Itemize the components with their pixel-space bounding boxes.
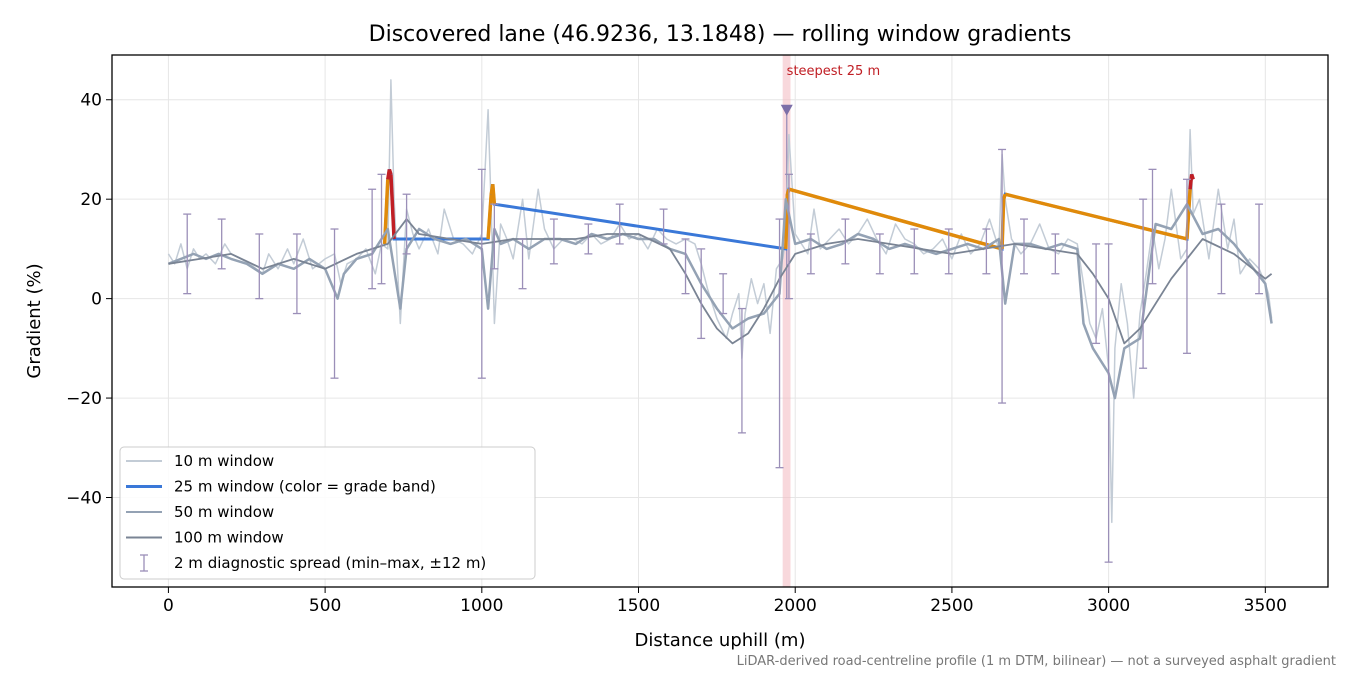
errorbar-series bbox=[183, 148, 1264, 563]
footnote: LiDAR-derived road-centreline profile (1… bbox=[737, 654, 1336, 669]
series-line bbox=[168, 218, 1273, 345]
grade-band-segment bbox=[1004, 192, 1188, 241]
legend-label: 50 m window bbox=[174, 503, 274, 521]
legend-box bbox=[119, 446, 536, 580]
x-tick-label: 3000 bbox=[1087, 596, 1130, 616]
grade-band-segment bbox=[1190, 173, 1195, 180]
x-axis-label: Distance uphill (m) bbox=[635, 630, 806, 651]
x-tick-label: 1500 bbox=[617, 596, 660, 616]
x-tick-label: 2500 bbox=[930, 596, 973, 616]
legend-label: 10 m window bbox=[174, 452, 274, 470]
x-tick-label: 1000 bbox=[460, 596, 503, 616]
legend: 10 m window 25 m window (color = grade ba… bbox=[119, 446, 536, 580]
chart-title: Discovered lane (46.9236, 13.1848) — rol… bbox=[369, 22, 1072, 47]
grid-lines bbox=[112, 55, 1328, 587]
y-tick-label: 20 bbox=[80, 190, 102, 210]
x-tick-label: 3500 bbox=[1244, 596, 1287, 616]
grade-band-segment bbox=[491, 184, 497, 205]
legend-label: 2 m diagnostic spread (min–max, ±12 m) bbox=[174, 554, 486, 572]
x-tick-label: 500 bbox=[309, 596, 341, 616]
series-line bbox=[167, 197, 1273, 400]
y-tick-label: −40 bbox=[66, 489, 102, 509]
grade-band-segment bbox=[389, 174, 396, 240]
grade-band-segment bbox=[1001, 193, 1007, 200]
legend-label: 100 m window bbox=[174, 529, 284, 547]
legend-label: 25 m window (color = grade band) bbox=[174, 478, 436, 496]
steepest-band bbox=[782, 55, 791, 587]
y-tick-label: −20 bbox=[66, 389, 102, 409]
steepest-label: steepest 25 m bbox=[787, 64, 880, 79]
steepest-marker bbox=[780, 104, 793, 116]
axis-ticks: 0 500 1000 1500 2000 2500 3000 3500 −40 −20 0 20 40 bbox=[66, 91, 1287, 616]
plot-frame bbox=[111, 54, 1329, 588]
grade-band-segment bbox=[387, 168, 393, 175]
x-tick-label: 2000 bbox=[774, 596, 817, 616]
y-tick-label: 40 bbox=[80, 91, 102, 111]
grade-band-segment bbox=[788, 187, 1003, 251]
x-tick-label: 0 bbox=[163, 596, 174, 616]
y-tick-label: 0 bbox=[91, 290, 102, 310]
plot-series bbox=[167, 79, 1273, 563]
grade-band-segment bbox=[486, 194, 493, 240]
y-axis-label: Gradient (%) bbox=[24, 263, 45, 378]
